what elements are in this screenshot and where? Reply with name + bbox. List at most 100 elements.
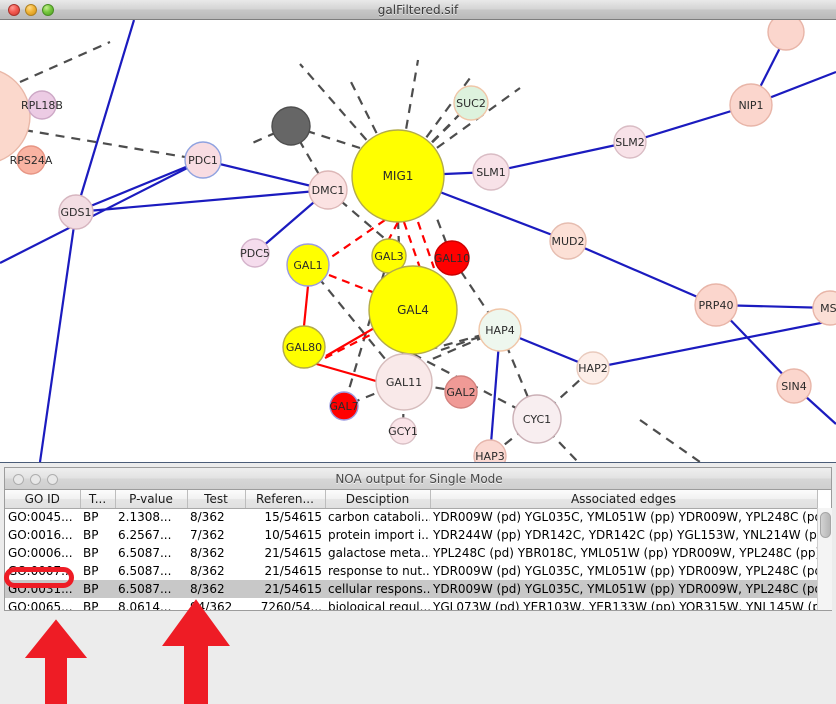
node-label: GAL4 xyxy=(397,303,429,317)
node-label: HAP4 xyxy=(485,324,514,337)
network-node-partial-top-right[interactable] xyxy=(767,20,805,51)
network-node-MSI[interactable]: MSI xyxy=(812,290,836,326)
network-node-RPL18B[interactable]: RPL18B xyxy=(21,90,63,120)
column-header-go-id[interactable]: GO ID xyxy=(5,490,81,509)
cell-test: 94/362 xyxy=(190,600,233,611)
table-row[interactable]: GO:0016... BP 6.2567... 7/362 10/54615 protei… xyxy=(5,526,817,544)
node-label: HAP3 xyxy=(475,450,504,462)
column-header-associated-edges[interactable]: Associated edges xyxy=(430,490,818,509)
window-title: galFiltered.sif xyxy=(377,3,459,17)
cell-t: BP xyxy=(83,600,99,611)
network-node-CYC1[interactable]: CYC1 xyxy=(512,394,562,444)
node-label: GAL7 xyxy=(329,400,358,413)
dialog-maximize-button[interactable] xyxy=(47,474,58,485)
cell-desc: biological regul... xyxy=(328,600,430,611)
table-row[interactable]: GO:0065... BP 8.0614... 94/362 7260/54... bio… xyxy=(5,598,817,611)
nodes-layer[interactable]: RPL18B RPS24A GDS1 PDC1 DMC1 PDC5 MIG1 SUC2 SLM1… xyxy=(0,20,836,462)
network-node-GAL2[interactable]: GAL2 xyxy=(444,375,478,409)
cell-edges: YDR009W (pd) YGL035C, YML051W (pp) YDR00… xyxy=(433,564,817,578)
network-node-DMC1[interactable]: DMC1 xyxy=(308,170,348,210)
go-results-table-container[interactable]: GO ID T... P-value Test Referen... Desci… xyxy=(4,489,832,611)
node-label: SIN4 xyxy=(781,380,806,393)
network-node-GAL4[interactable]: GAL4 xyxy=(368,265,458,355)
cell-p: 6.2567... xyxy=(118,528,172,542)
network-node-SLM1[interactable]: SLM1 xyxy=(472,153,510,191)
cell-t: BP xyxy=(83,528,99,542)
column-header-p-value[interactable]: P-value xyxy=(115,490,188,509)
network-node-GAL10[interactable]: GAL10 xyxy=(434,240,470,276)
column-header-test[interactable]: Test xyxy=(187,490,246,509)
network-node-PDC5[interactable]: PDC5 xyxy=(240,238,270,268)
cell-desc: response to nut... xyxy=(328,564,430,578)
cell-t: BP xyxy=(83,546,99,560)
network-node-MIG1[interactable]: MIG1 xyxy=(351,129,445,223)
table-body[interactable]: GO:0045... BP 2.1308... 8/362 15/54615 carbon… xyxy=(5,508,817,611)
network-canvas[interactable]: RPL18B RPS24A GDS1 PDC1 DMC1 PDC5 MIG1 SUC2 SLM1… xyxy=(0,20,836,462)
network-node-GAL11[interactable]: GAL11 xyxy=(375,353,433,411)
node-label: GCY1 xyxy=(388,425,418,438)
results-vertical-scrollbar[interactable] xyxy=(817,508,832,610)
cell-go: GO:0007... xyxy=(8,564,73,578)
column-header-type[interactable]: T... xyxy=(80,490,116,509)
header-row: GO ID T... P-value Test Referen... Desci… xyxy=(5,490,818,509)
table-row[interactable]: GO:0006... BP 6.5087... 8/362 21/54615 galact… xyxy=(5,544,817,562)
node-label: SUC2 xyxy=(456,97,486,110)
maximize-window-button[interactable] xyxy=(42,4,54,16)
cell-ref: 21/54615 xyxy=(264,546,323,560)
network-node-RPS24A[interactable]: RPS24A xyxy=(10,145,53,175)
network-node-GAL80[interactable]: GAL80 xyxy=(282,325,326,369)
cell-test: 8/362 xyxy=(190,564,225,578)
network-node-partial-left-top[interactable] xyxy=(0,68,31,164)
network-node-MUD2[interactable]: MUD2 xyxy=(549,222,587,260)
cell-edges: YDR009W (pd) YGL035C, YML051W (pp) YDR00… xyxy=(433,510,817,525)
cell-go: GO:0016... xyxy=(8,528,73,542)
network-node-HAP3[interactable]: HAP3 xyxy=(473,439,507,462)
node-label: MUD2 xyxy=(551,235,584,248)
dialog-minimize-button[interactable] xyxy=(30,474,41,485)
dialog-titlebar[interactable]: NOA output for Single Mode xyxy=(4,467,832,489)
network-node-NIP1[interactable]: NIP1 xyxy=(729,83,773,127)
dialog-close-button[interactable] xyxy=(13,474,24,485)
cell-edges: YDR244W (pp) YDR142C, YDR142C (pp) YGL15… xyxy=(433,528,817,542)
network-node-HAP4[interactable]: HAP4 xyxy=(478,308,522,352)
column-header-description[interactable]: Desciption xyxy=(325,490,431,509)
cell-ref: 15/54615 xyxy=(264,510,323,525)
network-node-SLM2[interactable]: SLM2 xyxy=(613,125,647,159)
network-node-GCY1[interactable]: GCY1 xyxy=(388,417,418,445)
table-row[interactable]: GO:0031... BP 6.5087... 8/362 21/54615 cellul… xyxy=(5,580,817,598)
network-node-GDS1[interactable]: GDS1 xyxy=(58,194,94,230)
go-results-table[interactable]: GO ID T... P-value Test Referen... Desci… xyxy=(5,490,818,611)
window-titlebar[interactable]: galFiltered.sif xyxy=(0,0,836,20)
scrollbar-thumb[interactable] xyxy=(820,512,831,538)
cell-test: 7/362 xyxy=(190,528,225,542)
cell-go: GO:0045... xyxy=(8,510,73,525)
close-window-button[interactable] xyxy=(8,4,20,16)
column-header-reference[interactable]: Referen... xyxy=(245,490,326,509)
cell-test: 8/362 xyxy=(190,546,225,560)
network-node-PDC1[interactable]: PDC1 xyxy=(184,141,222,179)
network-graph[interactable]: RPL18B RPS24A GDS1 PDC1 DMC1 PDC5 MIG1 SUC2 SLM1… xyxy=(0,20,836,462)
cell-test: 8/362 xyxy=(190,510,225,525)
network-node-dark-node[interactable] xyxy=(271,106,311,146)
network-node-PRP40[interactable]: PRP40 xyxy=(694,283,738,327)
cell-edges: YGL073W (pd) YER103W, YER133W (pp) YOR31… xyxy=(433,600,817,611)
minimize-window-button[interactable] xyxy=(25,4,37,16)
network-node-SUC2[interactable]: SUC2 xyxy=(453,85,489,121)
node-label: MSI xyxy=(820,302,836,315)
network-node-HAP2[interactable]: HAP2 xyxy=(576,351,610,385)
noa-output-dialog: NOA output for Single Mode GO ID T... P-… xyxy=(0,462,836,704)
node-label: PDC5 xyxy=(240,247,270,260)
node-label: GAL80 xyxy=(286,341,322,354)
node-label: SLM1 xyxy=(476,166,506,179)
node-label: GAL1 xyxy=(293,259,322,272)
table-header: GO ID T... P-value Test Referen... Desci… xyxy=(5,490,818,509)
network-node-GAL1[interactable]: GAL1 xyxy=(286,243,330,287)
cell-t: BP xyxy=(83,564,99,578)
table-row[interactable]: GO:0045... BP 2.1308... 8/362 15/54615 carbon… xyxy=(5,508,817,526)
dialog-title: NOA output for Single Mode xyxy=(335,472,503,486)
table-row[interactable]: GO:0007... BP 6.5087... 8/362 21/54615 respon… xyxy=(5,562,817,580)
cell-ref: 21/54615 xyxy=(245,580,325,598)
cell-ref: 10/54615 xyxy=(264,528,323,542)
network-node-SIN4[interactable]: SIN4 xyxy=(776,368,812,404)
network-node-GAL7[interactable]: GAL7 xyxy=(329,391,359,421)
